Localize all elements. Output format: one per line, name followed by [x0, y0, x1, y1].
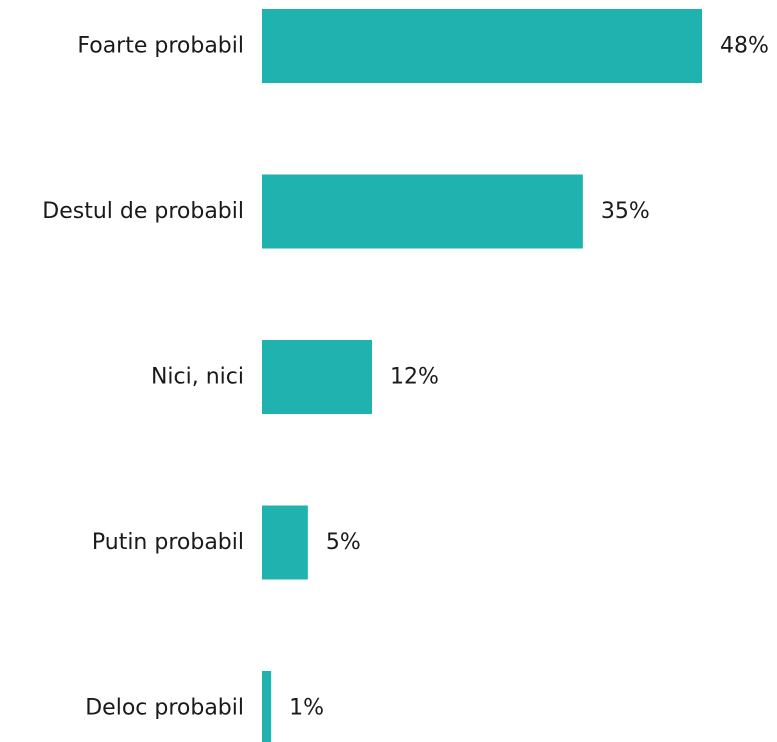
category-label-destul-de-probabil: Destul de probabil [42, 199, 244, 224]
bar-putin-probabil [262, 505, 308, 580]
bars-layer [262, 9, 702, 742]
value-label-deloc-probabil: 1% [289, 696, 324, 721]
bar-deloc-probabil [262, 671, 272, 742]
value-label-foarte-probabil: 48% [720, 34, 769, 59]
value-label-putin-probabil: 5% [326, 530, 361, 555]
value-label-destul-de-probabil: 35% [601, 199, 650, 224]
value-label-nici-nici: 12% [390, 365, 439, 390]
bar-destul-de-probabil [262, 174, 583, 249]
bar-foarte-probabil [262, 9, 702, 83]
category-label-nici-nici: Nici, nici [151, 365, 244, 390]
category-label-putin-probabil: Putin probabil [92, 530, 244, 555]
labels-layer: Foarte probabil 48% Destul de probabil 35% N… [42, 34, 769, 721]
bar-nici-nici [262, 340, 372, 414]
category-label-deloc-probabil: Deloc probabil [85, 696, 244, 721]
category-label-foarte-probabil: Foarte probabil [77, 34, 244, 59]
